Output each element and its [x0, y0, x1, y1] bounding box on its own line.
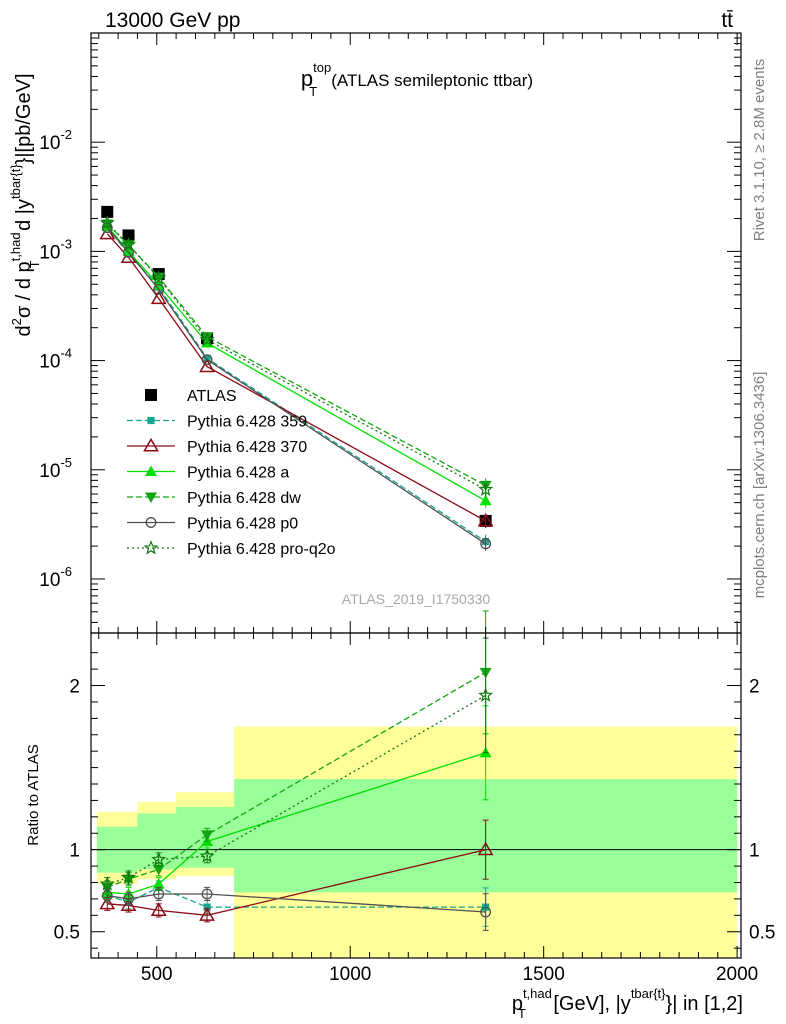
main-point-6-2: [151, 270, 167, 285]
main-point-2-2: [150, 290, 167, 305]
main-point-6-1: [120, 236, 137, 252]
mcplots-label: mcplots.cern.ch [arXiv:1306.3436]: [751, 372, 768, 599]
ratio-point-2-2: [152, 878, 165, 889]
analysis-watermark: ATLAS_2019_I1750330: [342, 591, 491, 607]
x-tick-label-3: 2000: [716, 964, 758, 985]
ratio-point-5-3: [199, 848, 215, 863]
main-point-5-4: [480, 538, 492, 550]
legend-label-1: Pythia 6.428 359: [187, 414, 307, 431]
ratio-point-4-3: [201, 888, 213, 900]
main-point-4-3: [201, 332, 214, 343]
legend-marker-0: [145, 389, 157, 401]
x-tick-label-1: 1000: [329, 964, 371, 985]
main-y-tick-label-4: 10-6: [39, 564, 72, 591]
main-series-layer: [99, 205, 494, 551]
main-point-5-2: [153, 283, 165, 295]
legend-entry-0: ATLAS: [145, 388, 237, 405]
rivet-version-label: Rivet 3.1.10, ≥ 2.8M events: [751, 59, 768, 242]
legend-marker-6: [143, 540, 159, 555]
legend-entry-2: Pythia 6.428 370: [127, 437, 307, 456]
legend-label-4: Pythia 6.428 dw: [187, 490, 301, 507]
process-label: tt̄: [721, 9, 733, 32]
ratio-uncertainty-bands: [96, 726, 738, 958]
main-y-axis-label: d2σ / d pt,hadT d |ytbar{t}}|[pb/GeV]: [8, 73, 42, 336]
legend-entry-4: Pythia 6.428 dw: [127, 490, 301, 507]
ratio-point-1-3: [199, 907, 215, 921]
legend-label-2: Pythia 6.428 370: [187, 439, 307, 456]
legend-label-3: Pythia 6.428 a: [187, 465, 289, 482]
ratio-point-3-2: [152, 864, 165, 876]
legend-entry-5: Pythia 6.428 p0: [127, 516, 298, 533]
legend-label-6: Pythia 6.428 pro-q2o: [187, 541, 336, 558]
main-series-0: [101, 205, 492, 528]
legend-label-0: ATLAS: [187, 388, 237, 405]
x-tick-label-0: 500: [141, 964, 173, 985]
ratio-point-4-1: [123, 893, 134, 905]
main-title: ptop T(ATLAS semileptonic ttbar): [301, 60, 533, 99]
ratio-series-layer: [99, 610, 494, 931]
main-series-line-1: [106, 227, 486, 543]
main-y-tick-label-0: 10-2: [39, 127, 72, 154]
main-series-line-2: [106, 233, 486, 522]
legend-marker-5: [145, 517, 157, 528]
main-y-tick-label-1: 10-3: [39, 236, 72, 263]
ratio-point-5-1: [120, 869, 137, 885]
main-series-3: [101, 220, 492, 508]
ratio-point-1-0: [99, 895, 116, 910]
main-series-line-5: [106, 227, 486, 545]
legend-marker-1: [147, 416, 155, 425]
legend-entry-1: Pythia 6.428 359: [127, 414, 307, 431]
ratio-point-4-2: [153, 888, 165, 900]
x-tick-label-2: 1500: [523, 964, 565, 985]
main-y-tick-label-2: 10-4: [39, 346, 72, 373]
ratio-y-tick-label-right-1: 1: [749, 841, 760, 862]
ratio-point-5-4: [478, 687, 494, 702]
ratio-y-tick-label-right-2: 2: [749, 677, 760, 698]
main-y-tick-label-3: 10-5: [39, 455, 72, 482]
legend-marker-3: [145, 465, 157, 476]
ratio-point-0-3: [203, 903, 211, 911]
ratio-y-tick-label-left-2: 2: [69, 677, 80, 698]
ratio-y-tick-label-right-0: 0.5: [749, 923, 775, 944]
ratio-series-5: [99, 637, 494, 892]
legend-marker-4: [145, 492, 157, 503]
legend-marker-2: [143, 437, 159, 452]
main-point-2-4: [477, 512, 494, 527]
ratio-series-4: [101, 886, 492, 931]
ratio-point-1-1: [120, 897, 137, 912]
ratio-y-tick-label-left-1: 1: [69, 841, 80, 862]
axes-layer: 500 1000 1500 2000 10-2 10-3 10-4 10-5 10-6 0.5 0.…: [39, 32, 775, 985]
ratio-point-3-3: [201, 830, 214, 841]
main-point-6-4: [478, 481, 494, 496]
ratio-y-tick-label-left-0: 0.5: [54, 923, 80, 944]
ratio-series-1: [99, 819, 494, 923]
ratio-y-axis-label: Ratio to ATLAS: [25, 744, 42, 845]
main-point-6-3: [199, 331, 215, 347]
energy-label: 13000 GeV pp: [105, 9, 240, 32]
main-point-5-3: [201, 354, 213, 366]
legend: ATLAS Pythia 6.428 359 Pythia 6.428 370 Pyt…: [127, 388, 336, 558]
main-point-2-3: [199, 358, 215, 373]
legend-entry-3: Pythia 6.428 a: [127, 465, 289, 482]
ratio-point-4-4: [480, 906, 492, 918]
main-point-0-0: [101, 205, 114, 218]
ratio-point-1-2: [150, 902, 167, 916]
legend-label-5: Pythia 6.428 p0: [187, 516, 298, 533]
main-series-6: [99, 215, 494, 497]
main-point-1-3: [203, 354, 211, 362]
main-point-6-0: [99, 215, 115, 230]
main-series-line-6: [106, 222, 486, 491]
main-point-2-0: [99, 225, 116, 240]
ratio-panel-frame: [90, 632, 742, 959]
ratio-point-5-2: [151, 851, 167, 866]
main-point-0-1: [122, 229, 135, 242]
main-point-4-0: [101, 219, 114, 231]
legend-entry-6: Pythia 6.428 pro-q2o: [127, 540, 336, 558]
x-axis-label: pt,had T [GeV], |ytbar{t}}| in [1,2]: [512, 986, 743, 1021]
main-point-3-4: [479, 494, 492, 506]
ratio-point-5-0: [99, 876, 115, 891]
ratio-point-1-4: [477, 841, 494, 856]
